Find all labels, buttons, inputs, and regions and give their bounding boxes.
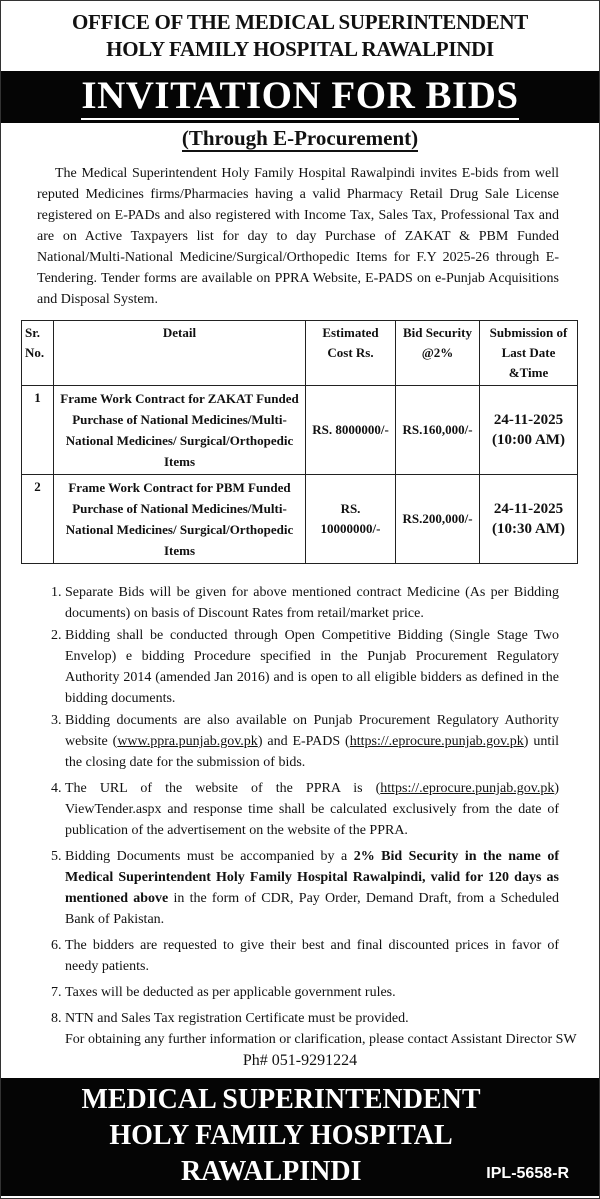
cell-sr: 2 — [21, 474, 54, 564]
hospital-title: HOLY FAMILY HOSPITAL RAWALPINDI — [106, 37, 494, 61]
cell-cost: RS. 10000000/- — [305, 474, 396, 564]
term-bold-text: 2% Bid Security in the name of Medical S… — [65, 849, 559, 906]
term-text: ) until the closing date for the submiss… — [65, 734, 559, 770]
eprocure-link[interactable]: https://.eprocure.punjab.gov.pk — [380, 781, 555, 796]
term-8: NTN and Sales Tax registration Certifica… — [65, 1008, 559, 1029]
phone-number: Ph# 051-9291224 — [242, 1052, 358, 1069]
footer-line-2: HOLY FAMILY HOSPITAL — [109, 1120, 453, 1151]
epads-link[interactable]: https://.eprocure.punjab.gov.pk — [349, 734, 524, 749]
term-7: Taxes will be deducted as per applicable… — [65, 982, 559, 1003]
cell-deadline: 24-11-2025 (10:00 AM) — [479, 385, 578, 475]
table-row: 2 Frame Work Contract for PBM Funded Pur… — [21, 474, 578, 564]
cell-sr: 1 — [21, 385, 54, 475]
term-text: in the form of CDR, Pay Order, Demand Dr… — [65, 891, 559, 927]
deadline-time: (10:00 AM) — [492, 432, 565, 448]
terms-list: Separate Bids will be given for above me… — [37, 582, 559, 1030]
ppra-link[interactable]: www.ppra.punjab.gov.pk — [117, 734, 258, 749]
table-row: 1 Frame Work Contract for ZAKAT Funded P… — [21, 385, 578, 475]
cell-cost: RS. 8000000/- — [305, 385, 396, 475]
term-3: Bidding documents are also available on … — [65, 710, 559, 773]
term-6: The bidders are requested to give their … — [65, 935, 559, 977]
cell-security: RS.200,000/- — [395, 474, 480, 564]
footer-banner: MEDICAL SUPERINTENDENT HOLY FAMILY HOSPI… — [1, 1078, 599, 1196]
cell-deadline: 24-11-2025 (10:30 AM) — [479, 474, 578, 564]
contact-info: For obtaining any further information or… — [65, 1032, 577, 1047]
footer-line-3-row: RAWALPINDI IPL-5658-R — [1, 1154, 599, 1190]
footer-line-1: MEDICAL SUPERINTENDENT — [81, 1084, 481, 1115]
cell-security: RS.160,000/- — [395, 385, 480, 475]
term-2: Bidding shall be conducted through Open … — [65, 625, 559, 709]
cell-detail: Frame Work Contract for ZAKAT Funded Pur… — [53, 385, 306, 475]
term-5: Bidding Documents must be accompanied by… — [65, 846, 559, 930]
header-cost: Estimated Cost Rs. — [305, 320, 396, 386]
term-text: Bidding documents are also available on … — [65, 713, 559, 749]
page-title: INVITATION FOR BIDS — [81, 74, 519, 120]
deadline-date: 24-11-2025 — [493, 412, 564, 428]
intro-paragraph: The Medical Superintendent Holy Family H… — [37, 166, 559, 307]
term-text: ) and E-PADS ( — [257, 734, 350, 749]
bids-table: Sr. No. Detail Estimated Cost Rs. Bid Se… — [21, 320, 578, 564]
office-title: OFFICE OF THE MEDICAL SUPERINTENDENT — [72, 10, 528, 34]
header-sr: Sr. No. — [21, 320, 54, 386]
footer-line-3: RAWALPINDI — [181, 1156, 362, 1187]
title-banner: INVITATION FOR BIDS — [1, 71, 599, 123]
term-4: The URL of the website of the PPRA is (h… — [65, 778, 559, 841]
subtitle-wrap: (Through E-Procurement) — [1, 125, 599, 152]
subtitle: (Through E-Procurement) — [181, 126, 419, 152]
deadline-date: 24-11-2025 — [493, 501, 564, 517]
term-text: Bidding Documents must be accompanied by… — [65, 849, 354, 864]
table-header-row: Sr. No. Detail Estimated Cost Rs. Bid Se… — [21, 320, 578, 386]
term-text: The URL of the website of the PPRA is ( — [65, 781, 381, 796]
ad-reference: IPL-5658-R — [486, 1165, 569, 1182]
deadline-time: (10:30 AM) — [492, 521, 565, 537]
cell-detail: Frame Work Contract for PBM Funded Purch… — [53, 474, 306, 564]
term-text: ) ViewTender.aspx and response time shal… — [65, 781, 559, 838]
header-security: Bid Security @2% — [395, 320, 480, 386]
term-1: Separate Bids will be given for above me… — [65, 582, 559, 624]
header-submission: Submission of Last Date &Time — [479, 320, 578, 386]
header-detail: Detail — [53, 320, 306, 386]
